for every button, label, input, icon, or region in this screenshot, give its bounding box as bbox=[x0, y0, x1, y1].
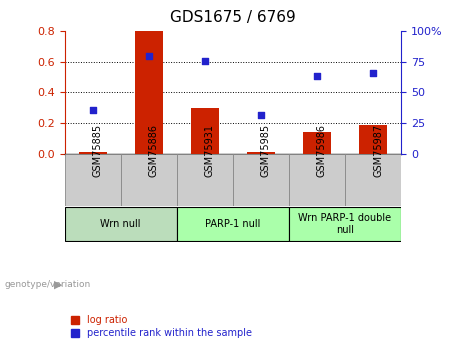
Text: Wrn null: Wrn null bbox=[100, 219, 141, 229]
FancyBboxPatch shape bbox=[345, 154, 401, 206]
FancyBboxPatch shape bbox=[65, 207, 177, 241]
Text: Wrn PARP-1 double
null: Wrn PARP-1 double null bbox=[298, 213, 391, 235]
Bar bbox=[135, 31, 163, 154]
Text: ▶: ▶ bbox=[54, 280, 63, 289]
Text: GSM75985: GSM75985 bbox=[261, 124, 271, 177]
Text: GSM75987: GSM75987 bbox=[373, 124, 383, 177]
FancyBboxPatch shape bbox=[233, 154, 289, 206]
FancyBboxPatch shape bbox=[177, 207, 289, 241]
Text: GSM75986: GSM75986 bbox=[317, 125, 327, 177]
Point bbox=[257, 112, 265, 117]
FancyBboxPatch shape bbox=[177, 154, 233, 206]
Point bbox=[145, 53, 152, 58]
Text: GSM75931: GSM75931 bbox=[205, 125, 215, 177]
Bar bbox=[359, 125, 387, 154]
Point bbox=[313, 74, 321, 79]
FancyBboxPatch shape bbox=[65, 154, 121, 206]
Legend: log ratio, percentile rank within the sample: log ratio, percentile rank within the sa… bbox=[70, 313, 254, 340]
Point bbox=[201, 58, 208, 63]
Text: GSM75886: GSM75886 bbox=[148, 125, 159, 177]
FancyBboxPatch shape bbox=[289, 154, 345, 206]
Text: GDS1675 / 6769: GDS1675 / 6769 bbox=[170, 10, 296, 25]
Bar bbox=[78, 152, 106, 154]
Text: PARP-1 null: PARP-1 null bbox=[205, 219, 260, 229]
Text: genotype/variation: genotype/variation bbox=[5, 280, 91, 289]
FancyBboxPatch shape bbox=[121, 154, 177, 206]
Point bbox=[89, 107, 96, 112]
FancyBboxPatch shape bbox=[289, 207, 401, 241]
Point bbox=[369, 70, 377, 76]
Bar bbox=[191, 108, 219, 154]
Text: GSM75885: GSM75885 bbox=[93, 124, 103, 177]
Bar bbox=[303, 132, 331, 154]
Bar bbox=[247, 152, 275, 154]
